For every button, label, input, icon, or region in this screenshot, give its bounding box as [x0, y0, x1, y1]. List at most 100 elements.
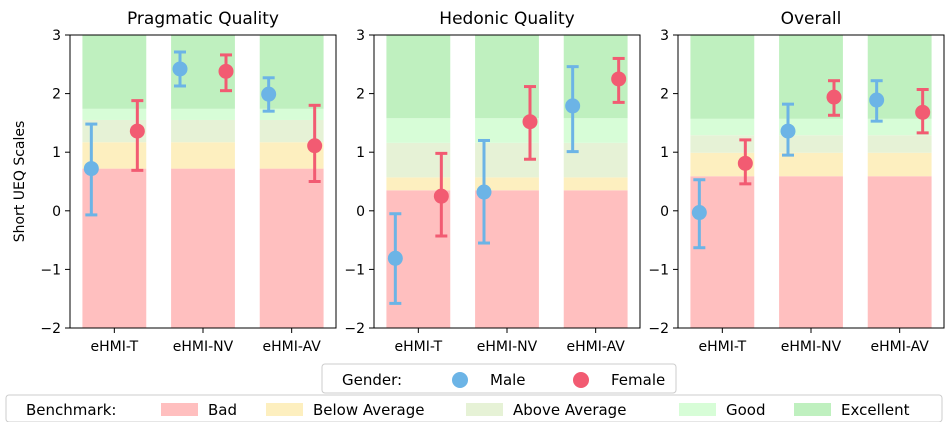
benchmark-band	[690, 35, 755, 119]
benchmark-band	[171, 168, 235, 328]
benchmark-band	[386, 177, 451, 191]
legend-marker	[573, 372, 589, 388]
benchmark-band	[475, 35, 539, 119]
data-point	[522, 114, 538, 130]
x-tick-label: eHMI-T	[394, 339, 442, 355]
benchmark-band	[867, 152, 932, 177]
y-tick-label: 3	[52, 28, 61, 44]
benchmark-band	[867, 135, 932, 153]
y-tick-label: −2	[648, 321, 669, 337]
benchmark-band	[867, 176, 932, 328]
x-tick-label: eHMI-T	[90, 339, 138, 355]
data-point	[826, 89, 842, 105]
x-tick-label: eHMI-AV	[262, 339, 321, 355]
benchmark-band	[779, 176, 843, 328]
legend-label: Above Average	[513, 401, 626, 419]
chart-title: Overall	[781, 9, 842, 29]
benchmark-band	[171, 142, 235, 169]
chart-panel: −2 −1 0 1 2 3 eHMI-T eHMI-NV eHMI-AV Pragmatic Qu…	[12, 9, 337, 355]
benchmark-band	[690, 135, 755, 153]
data-point	[869, 92, 885, 108]
legend-label: Good	[726, 401, 766, 419]
data-point	[129, 123, 145, 139]
y-tick-label: 0	[660, 204, 669, 220]
benchmark-band	[475, 177, 539, 191]
benchmark-band	[82, 108, 147, 120]
data-point	[565, 98, 581, 114]
y-tick-label: −1	[344, 262, 365, 278]
benchmark-band	[82, 35, 147, 109]
benchmark-band	[171, 119, 235, 143]
benchmark-band	[690, 152, 755, 177]
y-tick-label: 1	[356, 145, 365, 161]
data-point	[83, 161, 99, 177]
legend-frame	[321, 363, 677, 394]
benchmark-band	[82, 119, 147, 143]
y-tick-label: 3	[356, 28, 365, 44]
benchmark-band	[563, 142, 628, 178]
benchmark-band	[563, 118, 628, 143]
y-tick-label: 0	[356, 204, 365, 220]
y-tick-label: 3	[660, 28, 669, 44]
benchmark-band	[475, 190, 539, 328]
benchmark-band	[259, 108, 324, 120]
chart-title: Hedonic Quality	[439, 9, 574, 29]
legend-title: Gender:	[342, 371, 402, 389]
legend-swatch	[466, 403, 503, 416]
y-tick-label: 1	[52, 145, 61, 161]
benchmark-band	[259, 119, 324, 143]
data-point	[780, 123, 796, 139]
legend-marker	[452, 372, 468, 388]
benchmark-band	[779, 152, 843, 177]
y-tick-label: −2	[344, 321, 365, 337]
benchmark-band	[563, 190, 628, 328]
data-point	[307, 138, 323, 154]
gender-legend: Gender: Male Female	[321, 363, 677, 394]
data-point	[691, 205, 707, 221]
legend-swatch	[794, 403, 831, 416]
chart-panel: −2 −1 0 1 2 3 eHMI-T eHMI-NV eHMI-AV Overall	[648, 9, 945, 355]
x-tick-label: eHMI-AV	[870, 339, 929, 355]
data-point	[218, 63, 234, 79]
y-tick-label: −1	[40, 262, 61, 278]
legend-label: Excellent	[841, 401, 910, 419]
benchmark-band	[779, 135, 843, 153]
y-tick-label: −2	[40, 321, 61, 337]
data-point	[387, 250, 403, 266]
legend-label: Below Average	[313, 401, 425, 419]
benchmark-band	[82, 168, 147, 328]
x-tick-label: eHMI-NV	[173, 339, 234, 355]
legend-swatch	[266, 403, 303, 416]
data-point	[172, 61, 188, 77]
benchmark-band	[386, 118, 451, 143]
y-tick-label: 2	[52, 87, 61, 103]
data-point	[261, 86, 277, 102]
x-tick-label: eHMI-T	[698, 339, 746, 355]
y-tick-label: 2	[660, 87, 669, 103]
data-point	[476, 184, 492, 200]
x-tick-label: eHMI-NV	[781, 339, 842, 355]
benchmark-band	[259, 168, 324, 328]
x-tick-label: eHMI-NV	[477, 339, 538, 355]
chart-title: Pragmatic Quality	[127, 9, 279, 29]
legend-swatch	[161, 403, 198, 416]
benchmark-band	[386, 142, 451, 178]
chart-panel: −2 −1 0 1 2 3 eHMI-T eHMI-NV eHMI-AV Hedonic Qual…	[344, 9, 641, 355]
y-axis-label: Short UEQ Scales	[12, 121, 28, 243]
data-point	[611, 71, 627, 87]
benchmark-legend: Benchmark: Bad Below Average Above Average G…	[5, 394, 943, 422]
y-tick-label: 0	[52, 204, 61, 220]
legend-label: Female	[611, 371, 665, 389]
y-tick-label: 2	[356, 87, 365, 103]
data-point	[737, 155, 753, 171]
y-tick-label: 1	[660, 145, 669, 161]
benchmark-band	[690, 118, 755, 136]
legend-swatch	[679, 403, 716, 416]
legend-label: Bad	[208, 401, 237, 419]
x-tick-label: eHMI-AV	[566, 339, 625, 355]
legend-title: Benchmark:	[26, 401, 117, 419]
benchmark-band	[563, 177, 628, 191]
benchmark-band	[867, 118, 932, 136]
legend-label: Male	[490, 371, 526, 389]
